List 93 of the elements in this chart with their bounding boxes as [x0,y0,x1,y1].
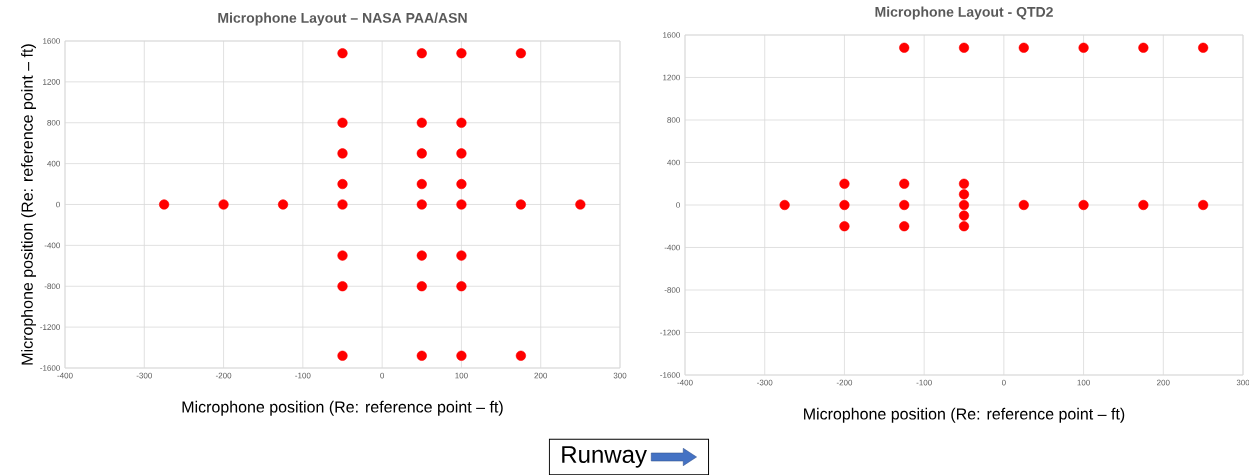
point [839,221,850,232]
point [899,42,910,53]
x-axis-title: Microphone position (Re: reference point – ft) [804,407,1125,423]
point [159,199,170,210]
point [416,281,427,292]
point [958,189,970,200]
point [337,281,348,292]
point [456,178,467,190]
point [456,48,467,59]
point [515,350,526,361]
point [1078,42,1089,53]
x-tick-label: 200 [534,372,548,379]
x-tick-label: 300 [613,372,627,379]
y-tick-label: -800 [44,283,60,290]
point [218,199,229,210]
point [839,199,850,211]
y-tick-label: 0 [56,201,60,208]
point [456,250,467,261]
point [899,199,910,211]
point [337,148,348,159]
x-tick-label: 0 [1001,379,1006,386]
point [337,117,348,128]
x-tick-label: -300 [757,379,773,386]
x-tick-label: -100 [295,372,311,379]
point [416,350,427,361]
point [337,178,348,190]
point [1138,199,1149,211]
y-tick-label: 400 [667,159,680,166]
point [456,350,467,361]
y-tick-label: -1200 [40,324,60,330]
point [416,199,427,210]
point [899,178,910,189]
y-tick-label: -400 [664,244,680,251]
x-tick-label: -200 [836,379,853,386]
point [416,178,427,190]
y-tick-label: 1600 [663,32,680,38]
point [416,117,427,128]
text: Runway [562,446,647,468]
x-axis-title: Microphone position (Re: reference point – ft) [182,400,503,416]
point [779,199,790,211]
y-tick-label: 800 [667,117,680,123]
point [958,221,970,232]
point [515,48,526,59]
point [515,199,526,210]
point [1198,199,1209,211]
y-tick-label: -400 [44,242,60,249]
x-tick-label: 100 [1077,379,1090,386]
point [1138,42,1149,53]
chart-title: Microphone Layout - QTD2 [875,6,1053,20]
x-tick-label: -400 [677,379,693,386]
point [899,221,910,232]
x-tick-label: 100 [455,372,468,379]
y-tick-label: 1600 [43,38,60,44]
point [456,199,467,210]
point [1198,42,1209,53]
y-tick-label: 400 [47,160,60,167]
point [337,48,348,59]
point [1018,42,1029,53]
point [416,250,427,261]
point [575,199,586,210]
y-tick-label: 800 [47,119,60,126]
y-tick-label: 1200 [663,74,680,81]
point [958,42,970,53]
point [1078,199,1089,211]
point [277,199,289,210]
point [839,178,850,189]
point [337,350,348,361]
y-axis-title: Microphone position (Re: reference point – ft) [21,44,37,365]
point [958,199,970,211]
x-tick-label: -200 [215,372,232,379]
y-tick-label: -1600 [40,365,60,371]
point [337,250,348,261]
point [456,281,467,292]
x-tick-label: -300 [136,372,152,379]
point [337,199,348,210]
y-tick-label: 0 [676,202,680,208]
y-tick-label: -1200 [660,329,680,336]
x-tick-label: 300 [1236,379,1249,386]
x-tick-label: -100 [916,379,932,386]
point [1018,199,1029,211]
y-tick-label: -800 [664,287,680,293]
point [958,178,970,189]
point [416,48,427,59]
chart-title: Microphone Layout – NASA PAA/ASN [218,12,467,26]
y-tick-label: -1600 [660,372,680,378]
point [958,210,970,221]
x-tick-label: -400 [57,372,73,379]
x-tick-label: 0 [380,372,385,379]
point [416,148,427,159]
point [456,117,467,128]
point [456,148,467,159]
x-tick-label: 200 [1157,379,1170,386]
y-tick-label: 1200 [43,79,60,85]
